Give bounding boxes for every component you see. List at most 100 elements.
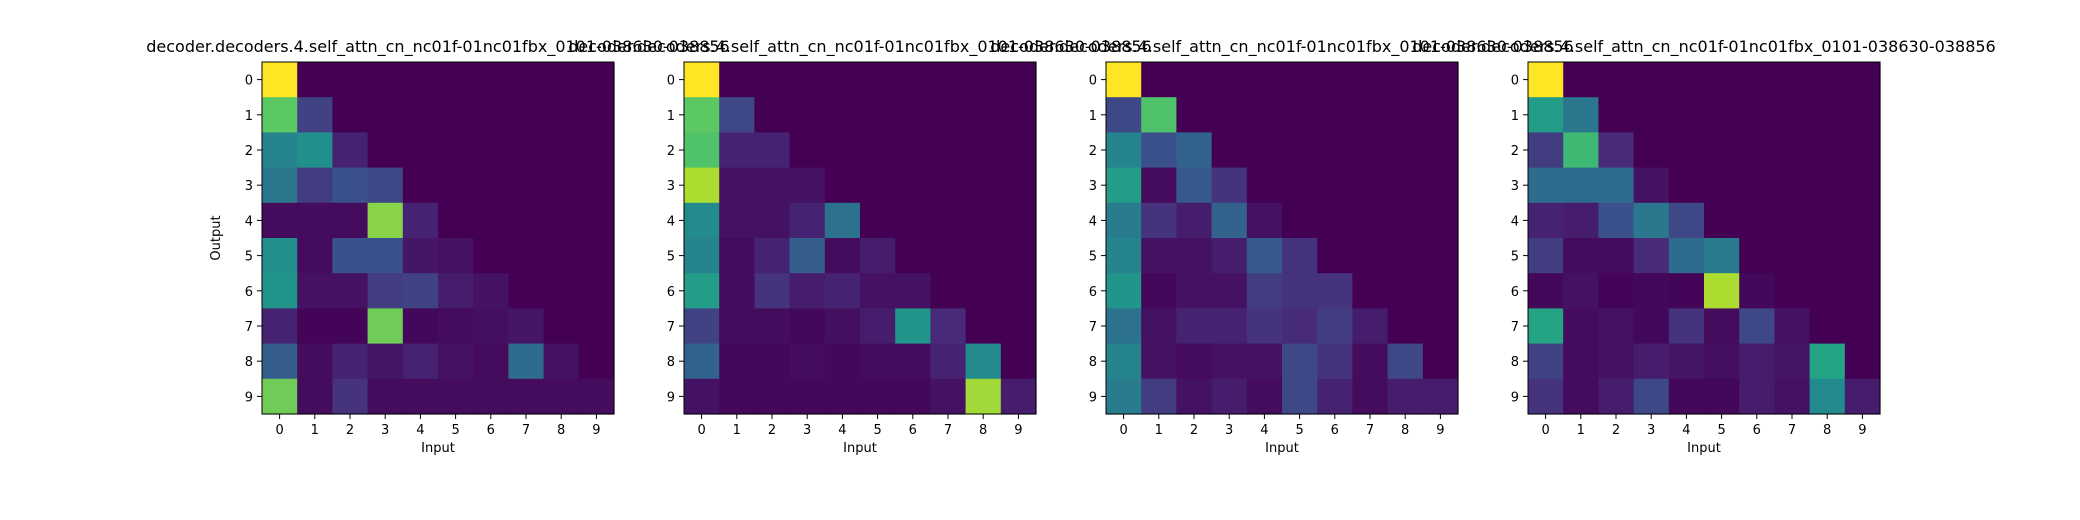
heatmap-cell [402,167,439,204]
heatmap-cell [508,97,545,133]
heatmap-cell [332,62,369,98]
x-axis-label: Input [421,441,455,456]
heatmap-cell [965,273,1002,309]
heatmap-cell [1633,273,1670,309]
heatmap-cell [1598,378,1635,415]
heatmap-cell [1246,97,1283,133]
heatmap-cell [508,202,545,239]
heatmap-cell [1387,378,1424,415]
heatmap-cell [1282,167,1318,204]
heatmap-cell [789,308,826,345]
x-tick-label: 4 [838,423,846,438]
heatmap-cell [1528,238,1564,274]
heatmap-cell [1774,132,1811,169]
x-tick-label: 2 [1190,423,1198,438]
heatmap-cell [754,202,791,239]
heatmap-cell [754,273,791,309]
heatmap-cell [1246,62,1283,98]
heatmap-cell [262,132,298,169]
heatmap-cell [824,378,861,415]
heatmap-cell [1704,273,1740,309]
heatmap-cell [1211,378,1248,415]
heatmap-cell [1844,97,1881,133]
heatmap-cell [1141,273,1177,309]
heatmap-cell [262,62,298,98]
heatmap-cell [332,343,369,380]
heatmap-cell [1246,132,1283,169]
heatmap-cell [1352,343,1389,380]
heatmap-cell [1739,97,1775,133]
heatmap-cell [719,238,755,274]
heatmap-cell [543,97,580,133]
heatmap-cell [1844,132,1881,169]
x-axis-label: Input [843,441,877,456]
heatmap-cell [1317,132,1353,169]
heatmap-cell [367,132,404,169]
y-tick-label: 9 [1089,390,1097,405]
x-tick-label: 0 [697,423,705,438]
heatmap-panel-0: 0 1 2 3 4 5 6 7 8 9 0 1 2 3 4 5 6 7 8 9 Input Output decoder.d… [146,37,729,456]
heatmap-cell [789,97,826,133]
x-tick-label: 1 [1155,423,1163,438]
heatmap-cell [1633,202,1670,239]
heatmap-cell [1528,202,1564,239]
heatmap-cell [1000,62,1037,98]
heatmap-cell [1246,238,1283,274]
y-tick-label: 9 [667,390,675,405]
heatmap-cell [1809,238,1846,274]
heatmap-cell [824,343,861,380]
x-tick-label: 8 [979,423,987,438]
heatmap-cell [1317,167,1353,204]
heatmap-cell [860,343,896,380]
heatmap-cell [1387,343,1424,380]
heatmap-cell [789,273,826,309]
y-tick-label: 8 [245,355,253,370]
heatmap-cell [930,132,967,169]
heatmap-cell [1704,308,1740,345]
heatmap-cell [930,167,967,204]
y-tick-label: 3 [1511,179,1519,194]
y-tick-label: 6 [1089,285,1097,300]
x-tick-label: 4 [1682,423,1690,438]
heatmap-cell [930,273,967,309]
heatmap-cell [1106,308,1142,345]
heatmap-cell [1387,132,1424,169]
x-tick-label: 7 [944,423,952,438]
heatmap-cell [1282,97,1318,133]
heatmap-cell [402,378,439,415]
heatmap-cell [1282,238,1318,274]
heatmap-cell [402,62,439,98]
heatmap-cell [1352,273,1389,309]
heatmap-cell [1282,62,1318,98]
heatmap-cell [543,132,580,169]
heatmap-cell [684,378,720,415]
heatmap-cell [1106,343,1142,380]
heatmap-cell [1563,62,1599,98]
heatmap-cell [1563,378,1599,415]
heatmap-cell [473,167,509,204]
heatmap-cell [1739,343,1775,380]
y-tick-label: 4 [1089,214,1097,229]
heatmap-cell [473,132,509,169]
heatmap-cell [1739,308,1775,345]
heatmap-cell [789,62,826,98]
heatmap-cell [1704,97,1740,133]
heatmap-cell [1739,202,1775,239]
heatmap-panels: 0 1 2 3 4 5 6 7 8 9 0 1 2 3 4 5 6 7 8 9 Input Output decoder.d… [146,37,1995,456]
heatmap-cell [438,273,474,309]
heatmap-cell [508,343,545,380]
heatmap-cell [824,308,861,345]
x-tick-label: 1 [1577,423,1585,438]
heatmap-cell [438,343,474,380]
heatmap-cell [754,132,791,169]
heatmap-cell [1000,273,1037,309]
y-tick-label: 0 [1089,74,1097,89]
heatmap-cell [297,132,333,169]
heatmap-cell [1844,343,1881,380]
heatmap-cell [1774,167,1811,204]
heatmap-cell [578,97,615,133]
heatmap-cell [895,202,931,239]
heatmap-cell [578,238,615,274]
heatmap-cell [719,273,755,309]
heatmap-cell [438,132,474,169]
